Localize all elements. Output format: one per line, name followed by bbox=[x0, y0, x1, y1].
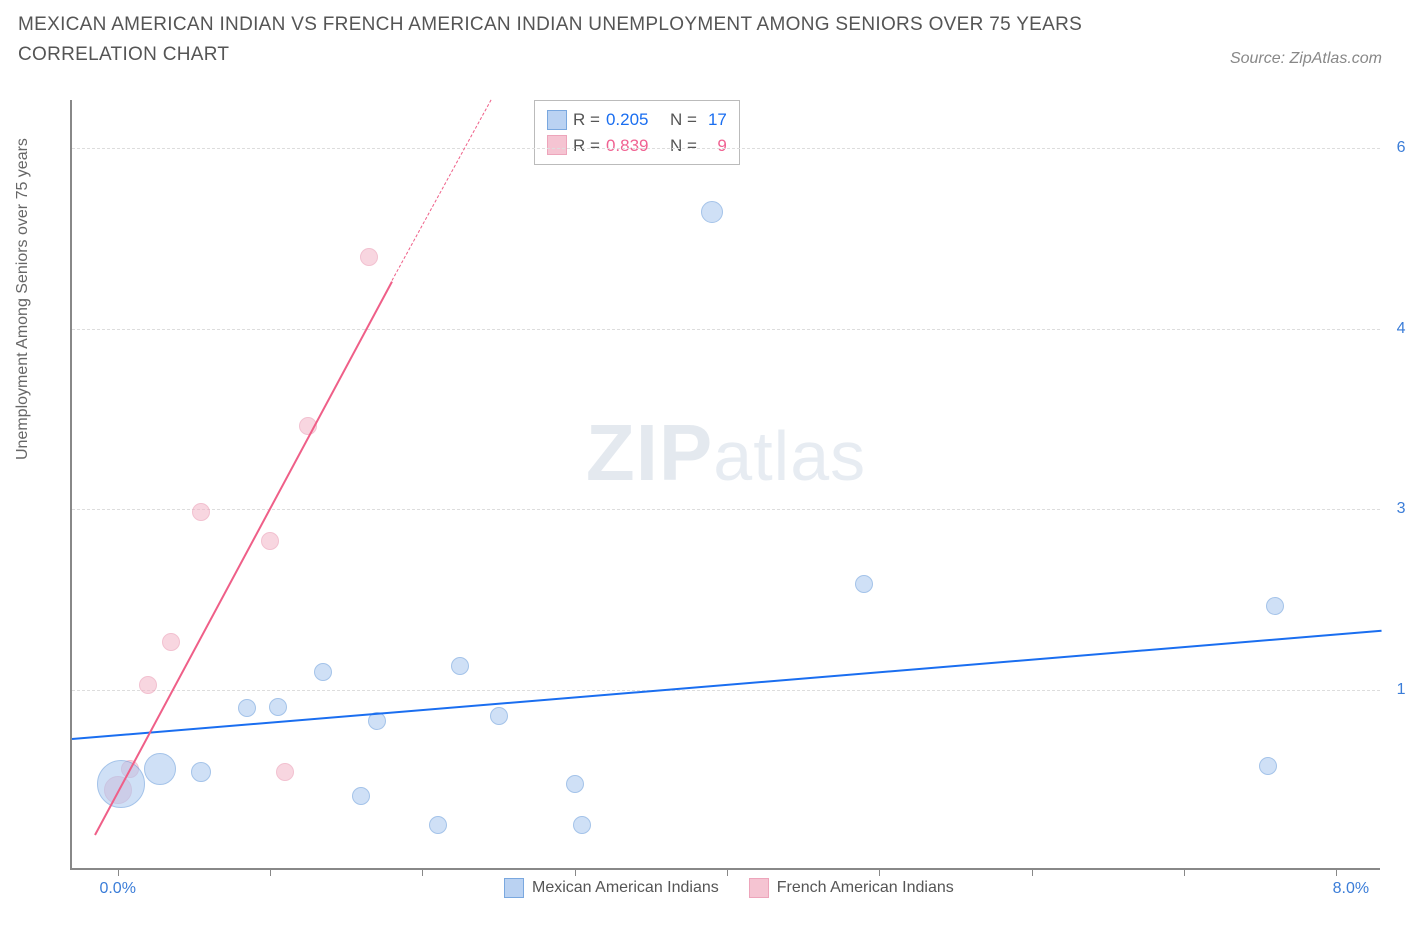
swatch-french bbox=[547, 135, 567, 155]
data-point-french bbox=[360, 248, 378, 266]
watermark-atlas: atlas bbox=[713, 417, 866, 495]
n-label: N = bbox=[670, 133, 697, 159]
legend-label-mexican: Mexican American Indians bbox=[532, 879, 719, 897]
data-point-mexican bbox=[490, 707, 508, 725]
data-point-french bbox=[261, 532, 279, 550]
x-tick bbox=[422, 868, 423, 876]
y-axis-label: Unemployment Among Seniors over 75 years bbox=[14, 138, 32, 460]
x-tick bbox=[270, 868, 271, 876]
data-point-french bbox=[192, 503, 210, 521]
x-tick-label-left: 0.0% bbox=[99, 880, 135, 898]
data-point-mexican bbox=[566, 775, 584, 793]
y-tick-label: 45.0% bbox=[1397, 320, 1406, 338]
gridline bbox=[72, 690, 1380, 691]
gridline bbox=[72, 329, 1380, 330]
data-point-mexican bbox=[855, 575, 873, 593]
legend-row-mexican: R = 0.205 N = 17 bbox=[547, 107, 727, 133]
swatch-mexican bbox=[547, 110, 567, 130]
r-value-mexican: 0.205 bbox=[606, 107, 649, 133]
n-value-mexican: 17 bbox=[703, 107, 727, 133]
correlation-legend: R = 0.205 N = 17 R = 0.839 N = 9 bbox=[534, 100, 740, 165]
gridline bbox=[72, 148, 1380, 149]
data-point-mexican bbox=[1259, 757, 1277, 775]
x-tick bbox=[1336, 868, 1337, 876]
x-tick bbox=[1032, 868, 1033, 876]
watermark-zip: ZIP bbox=[586, 408, 713, 497]
data-point-mexican bbox=[451, 657, 469, 675]
source-label: Source: ZipAtlas.com bbox=[1230, 50, 1382, 68]
swatch-french-icon bbox=[749, 878, 769, 898]
data-point-mexican bbox=[701, 201, 723, 223]
x-tick bbox=[879, 868, 880, 876]
r-label: R = bbox=[573, 133, 600, 159]
x-tick bbox=[1184, 868, 1185, 876]
data-point-mexican bbox=[191, 762, 211, 782]
r-label: R = bbox=[573, 107, 600, 133]
y-tick-label: 30.0% bbox=[1397, 500, 1406, 518]
data-point-french bbox=[139, 676, 157, 694]
n-label: N = bbox=[670, 107, 697, 133]
watermark: ZIPatlas bbox=[586, 407, 866, 499]
trendline bbox=[72, 629, 1382, 739]
legend-item-french: French American Indians bbox=[749, 878, 954, 898]
n-value-french: 9 bbox=[703, 133, 727, 159]
r-value-french: 0.839 bbox=[606, 133, 649, 159]
data-point-mexican bbox=[144, 753, 176, 785]
legend-row-french: R = 0.839 N = 9 bbox=[547, 133, 727, 159]
plot-area: ZIPatlas R = 0.205 N = 17 R = 0.839 N = … bbox=[70, 100, 1380, 870]
series-legend: Mexican American Indians French American… bbox=[504, 878, 954, 898]
data-point-mexican bbox=[238, 699, 256, 717]
data-point-french bbox=[276, 763, 294, 781]
legend-label-french: French American Indians bbox=[777, 879, 954, 897]
swatch-mexican-icon bbox=[504, 878, 524, 898]
trendline bbox=[94, 281, 393, 835]
x-tick bbox=[727, 868, 728, 876]
x-tick bbox=[118, 868, 119, 876]
data-point-mexican bbox=[314, 663, 332, 681]
data-point-mexican bbox=[573, 816, 591, 834]
x-tick bbox=[575, 868, 576, 876]
y-tick-label: 60.0% bbox=[1397, 139, 1406, 157]
legend-item-mexican: Mexican American Indians bbox=[504, 878, 719, 898]
chart-title: MEXICAN AMERICAN INDIAN VS FRENCH AMERIC… bbox=[18, 10, 1118, 71]
data-point-mexican bbox=[1266, 597, 1284, 615]
trendline-extension bbox=[391, 100, 491, 281]
data-point-mexican bbox=[429, 816, 447, 834]
data-point-mexican bbox=[269, 698, 287, 716]
data-point-french bbox=[162, 633, 180, 651]
data-point-mexican bbox=[352, 787, 370, 805]
x-tick-label-right: 8.0% bbox=[1333, 880, 1369, 898]
y-tick-label: 15.0% bbox=[1397, 681, 1406, 699]
